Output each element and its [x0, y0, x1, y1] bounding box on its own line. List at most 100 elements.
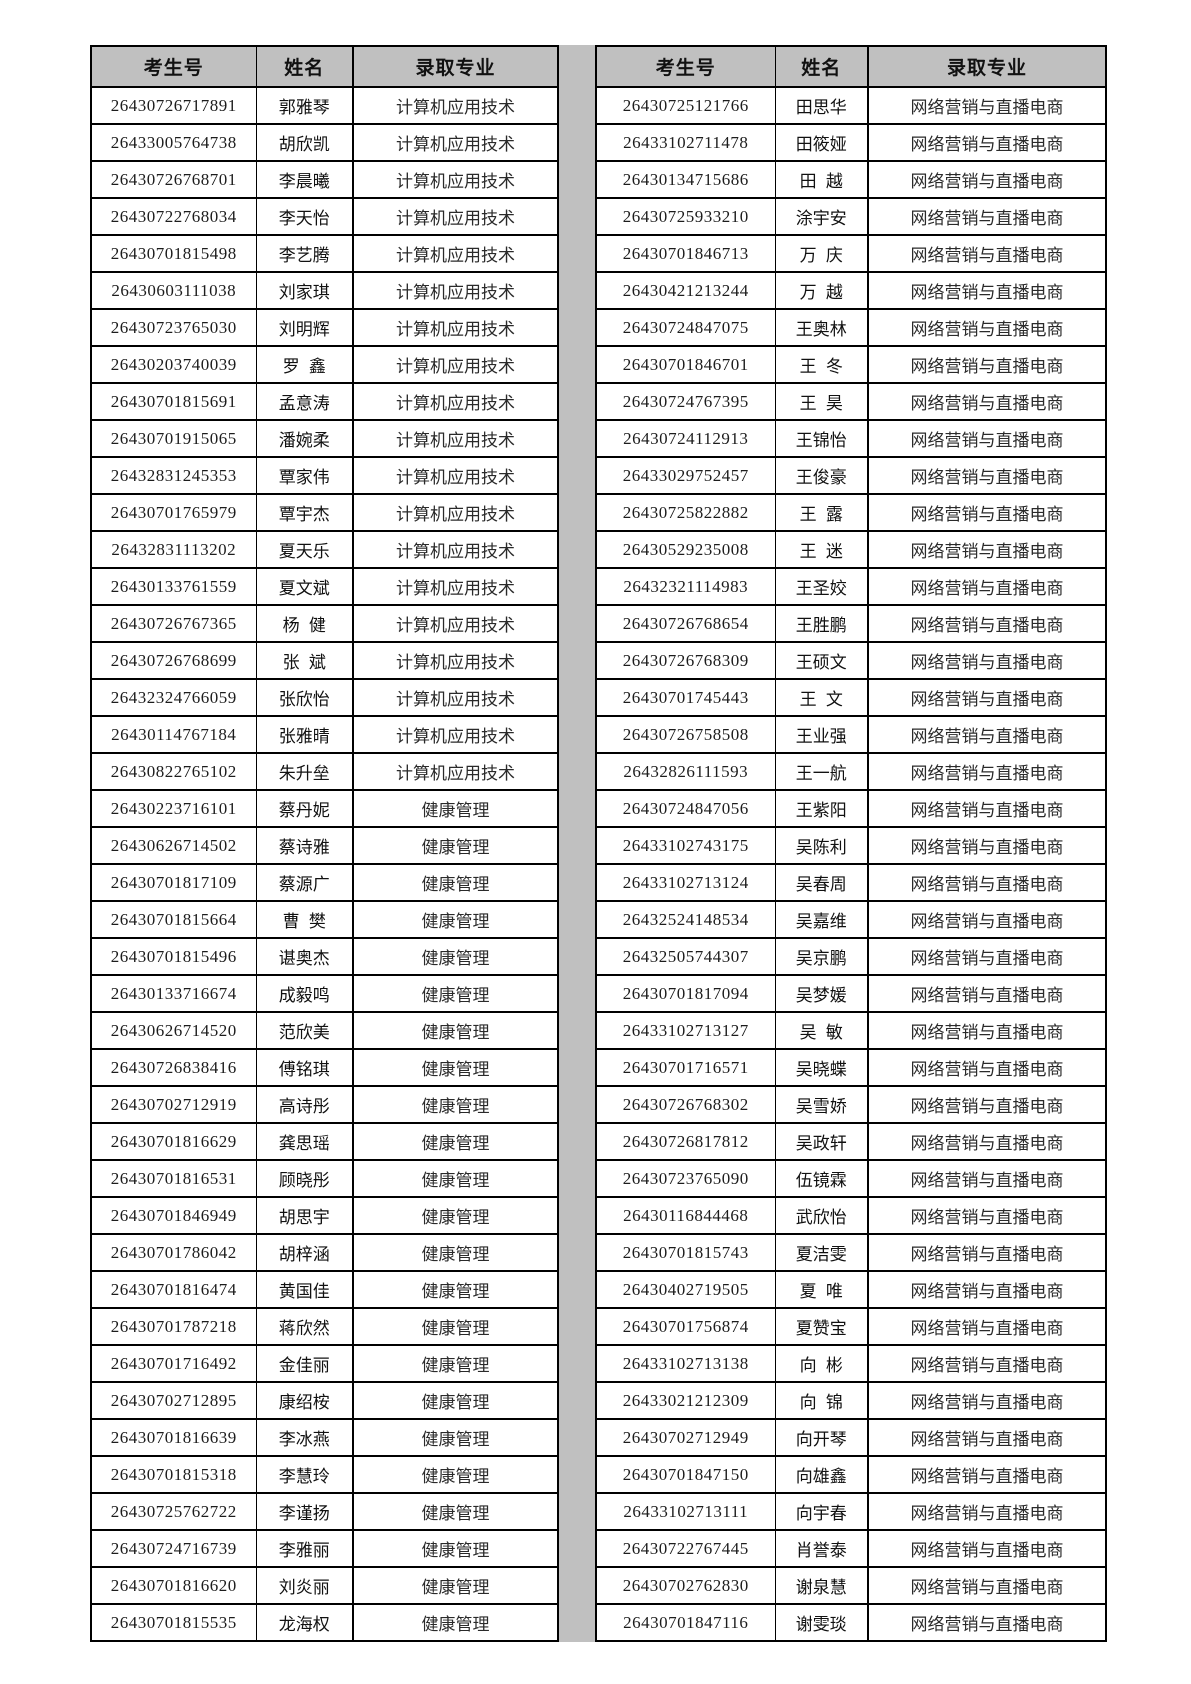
- table-row: 26433102711478 田筱娅 网络营销与直播电商: [596, 123, 1106, 161]
- name-cell: 朱升垒: [256, 752, 354, 790]
- table-row: 26430701816531 顾晓彤 健康管理: [91, 1159, 558, 1197]
- name-cell: 田越: [775, 160, 869, 198]
- table-row: 26433102743175 吴陈利 网络营销与直播电商: [596, 826, 1106, 864]
- candidate-number-cell: 26430116844468: [596, 1196, 776, 1234]
- major-cell: 健康管理: [353, 789, 558, 827]
- name-cell: 刘炎丽: [256, 1566, 354, 1604]
- candidate-number-cell: 26430702762830: [596, 1566, 776, 1604]
- table-row: 26430725121766 田思华 网络营销与直播电商: [596, 86, 1106, 124]
- candidate-number-cell: 26430626714502: [91, 826, 257, 864]
- candidate-number-cell: 26433005764738: [91, 123, 257, 161]
- name-cell: 夏赞宝: [775, 1307, 869, 1345]
- name-cell: 王露: [775, 493, 869, 531]
- name-cell: 吴陈利: [775, 826, 869, 864]
- name-cell: 胡欣凯: [256, 123, 354, 161]
- major-cell: 健康管理: [353, 1048, 558, 1086]
- name-cell: 王俊豪: [775, 456, 869, 494]
- candidate-number-cell: 26433102713124: [596, 863, 776, 901]
- major-cell: 计算机应用技术: [353, 123, 558, 161]
- name-cell: 杨健: [256, 604, 354, 642]
- candidate-number-cell: 26430726767365: [91, 604, 257, 642]
- candidate-number-cell: 26430701765979: [91, 493, 257, 531]
- major-cell: 网络营销与直播电商: [868, 789, 1106, 827]
- major-cell: 网络营销与直播电商: [868, 937, 1106, 975]
- major-cell: 健康管理: [353, 1011, 558, 1049]
- candidate-number-cell: 26430529235008: [596, 530, 776, 568]
- candidate-number-cell: 26430726838416: [91, 1048, 257, 1086]
- table-row: 26430701815535 龙海权 健康管理: [91, 1603, 558, 1641]
- name-cell: 田思华: [775, 86, 869, 124]
- major-cell: 计算机应用技术: [353, 271, 558, 309]
- major-cell: 网络营销与直播电商: [868, 752, 1106, 790]
- candidate-number-cell: 26430701846701: [596, 345, 776, 383]
- name-cell: 王文: [775, 678, 869, 716]
- major-cell: 网络营销与直播电商: [868, 1011, 1106, 1049]
- name-cell: 吴京鹏: [775, 937, 869, 975]
- candidate-number-cell: 26432826111593: [596, 752, 776, 790]
- major-cell: 网络营销与直播电商: [868, 493, 1106, 531]
- candidate-number-cell: 26430701816639: [91, 1418, 257, 1456]
- name-cell: 刘明辉: [256, 308, 354, 346]
- table-row: 26430701846713 万庆 网络营销与直播电商: [596, 234, 1106, 272]
- name-cell: 刘家琪: [256, 271, 354, 309]
- candidate-number-cell: 26430724847075: [596, 308, 776, 346]
- table-row: 26430722768034 李天怡 计算机应用技术: [91, 197, 558, 235]
- major-cell: 网络营销与直播电商: [868, 1233, 1106, 1271]
- candidate-number-cell: 26430603111038: [91, 271, 257, 309]
- candidate-number-cell: 26430701716492: [91, 1344, 257, 1382]
- name-cell: 田筱娅: [775, 123, 869, 161]
- table-row: 26430724847056 王紫阳 网络营销与直播电商: [596, 789, 1106, 827]
- major-cell: 网络营销与直播电商: [868, 1455, 1106, 1493]
- major-cell: 健康管理: [353, 1233, 558, 1271]
- major-cell: 计算机应用技术: [353, 678, 558, 716]
- table-row: 26430726768302 吴雪娇 网络营销与直播电商: [596, 1085, 1106, 1123]
- name-cell: 罗鑫: [256, 345, 354, 383]
- major-cell: 网络营销与直播电商: [868, 271, 1106, 309]
- major-cell: 计算机应用技术: [353, 641, 558, 679]
- table-row: 26430702712895 康绍桉 健康管理: [91, 1381, 558, 1419]
- table-row: 26430701787218 蒋欣然 健康管理: [91, 1307, 558, 1345]
- major-cell: 网络营销与直播电商: [868, 1529, 1106, 1567]
- major-cell: 健康管理: [353, 826, 558, 864]
- major-cell: 网络营销与直播电商: [868, 1381, 1106, 1419]
- major-cell: 健康管理: [353, 1418, 558, 1456]
- table-row: 26430701816474 黄国佳 健康管理: [91, 1270, 558, 1308]
- candidate-number-cell: 26430722768034: [91, 197, 257, 235]
- name-cell: 康绍桉: [256, 1381, 354, 1419]
- major-cell: 计算机应用技术: [353, 382, 558, 420]
- col-header-major: 录取专业: [868, 45, 1106, 87]
- table-row: 26430133716674 成毅鸣 健康管理: [91, 974, 558, 1012]
- table-row: 26430701847116 谢雯琰 网络营销与直播电商: [596, 1603, 1106, 1641]
- candidate-number-cell: 26430701787218: [91, 1307, 257, 1345]
- major-cell: 网络营销与直播电商: [868, 974, 1106, 1012]
- major-cell: 网络营销与直播电商: [868, 345, 1106, 383]
- candidate-number-cell: 26432321114983: [596, 567, 776, 605]
- name-cell: 高诗彤: [256, 1085, 354, 1123]
- name-cell: 向开琴: [775, 1418, 869, 1456]
- table-row: 26430723765030 刘明辉 计算机应用技术: [91, 308, 558, 346]
- table-row: 26430701756874 夏赞宝 网络营销与直播电商: [596, 1307, 1106, 1345]
- name-cell: 覃宇杰: [256, 493, 354, 531]
- major-cell: 网络营销与直播电商: [868, 234, 1106, 272]
- name-cell: 王锦怡: [775, 419, 869, 457]
- table-row: 26430724847075 王奥林 网络营销与直播电商: [596, 308, 1106, 346]
- candidate-number-cell: 26430726768654: [596, 604, 776, 642]
- major-cell: 网络营销与直播电商: [868, 1085, 1106, 1123]
- name-cell: 吴嘉维: [775, 900, 869, 938]
- table-row: 26432826111593 王一航 网络营销与直播电商: [596, 752, 1106, 790]
- table-row: 26432321114983 王圣姣 网络营销与直播电商: [596, 567, 1106, 605]
- candidate-number-cell: 26430723765030: [91, 308, 257, 346]
- table-row: 26433005764738 胡欣凯 计算机应用技术: [91, 123, 558, 161]
- candidate-number-cell: 26430724716739: [91, 1529, 257, 1567]
- table-row: 26430701817094 吴梦媛 网络营销与直播电商: [596, 974, 1106, 1012]
- name-cell: 谢泉慧: [775, 1566, 869, 1604]
- major-cell: 网络营销与直播电商: [868, 1566, 1106, 1604]
- table-row: 26430626714502 蔡诗雅 健康管理: [91, 826, 558, 864]
- major-cell: 网络营销与直播电商: [868, 382, 1106, 420]
- name-cell: 吴梦媛: [775, 974, 869, 1012]
- name-cell: 成毅鸣: [256, 974, 354, 1012]
- candidate-number-cell: 26430701816620: [91, 1566, 257, 1604]
- major-cell: 网络营销与直播电商: [868, 197, 1106, 235]
- name-cell: 孟意涛: [256, 382, 354, 420]
- table-row: 26430626714520 范欣美 健康管理: [91, 1011, 558, 1049]
